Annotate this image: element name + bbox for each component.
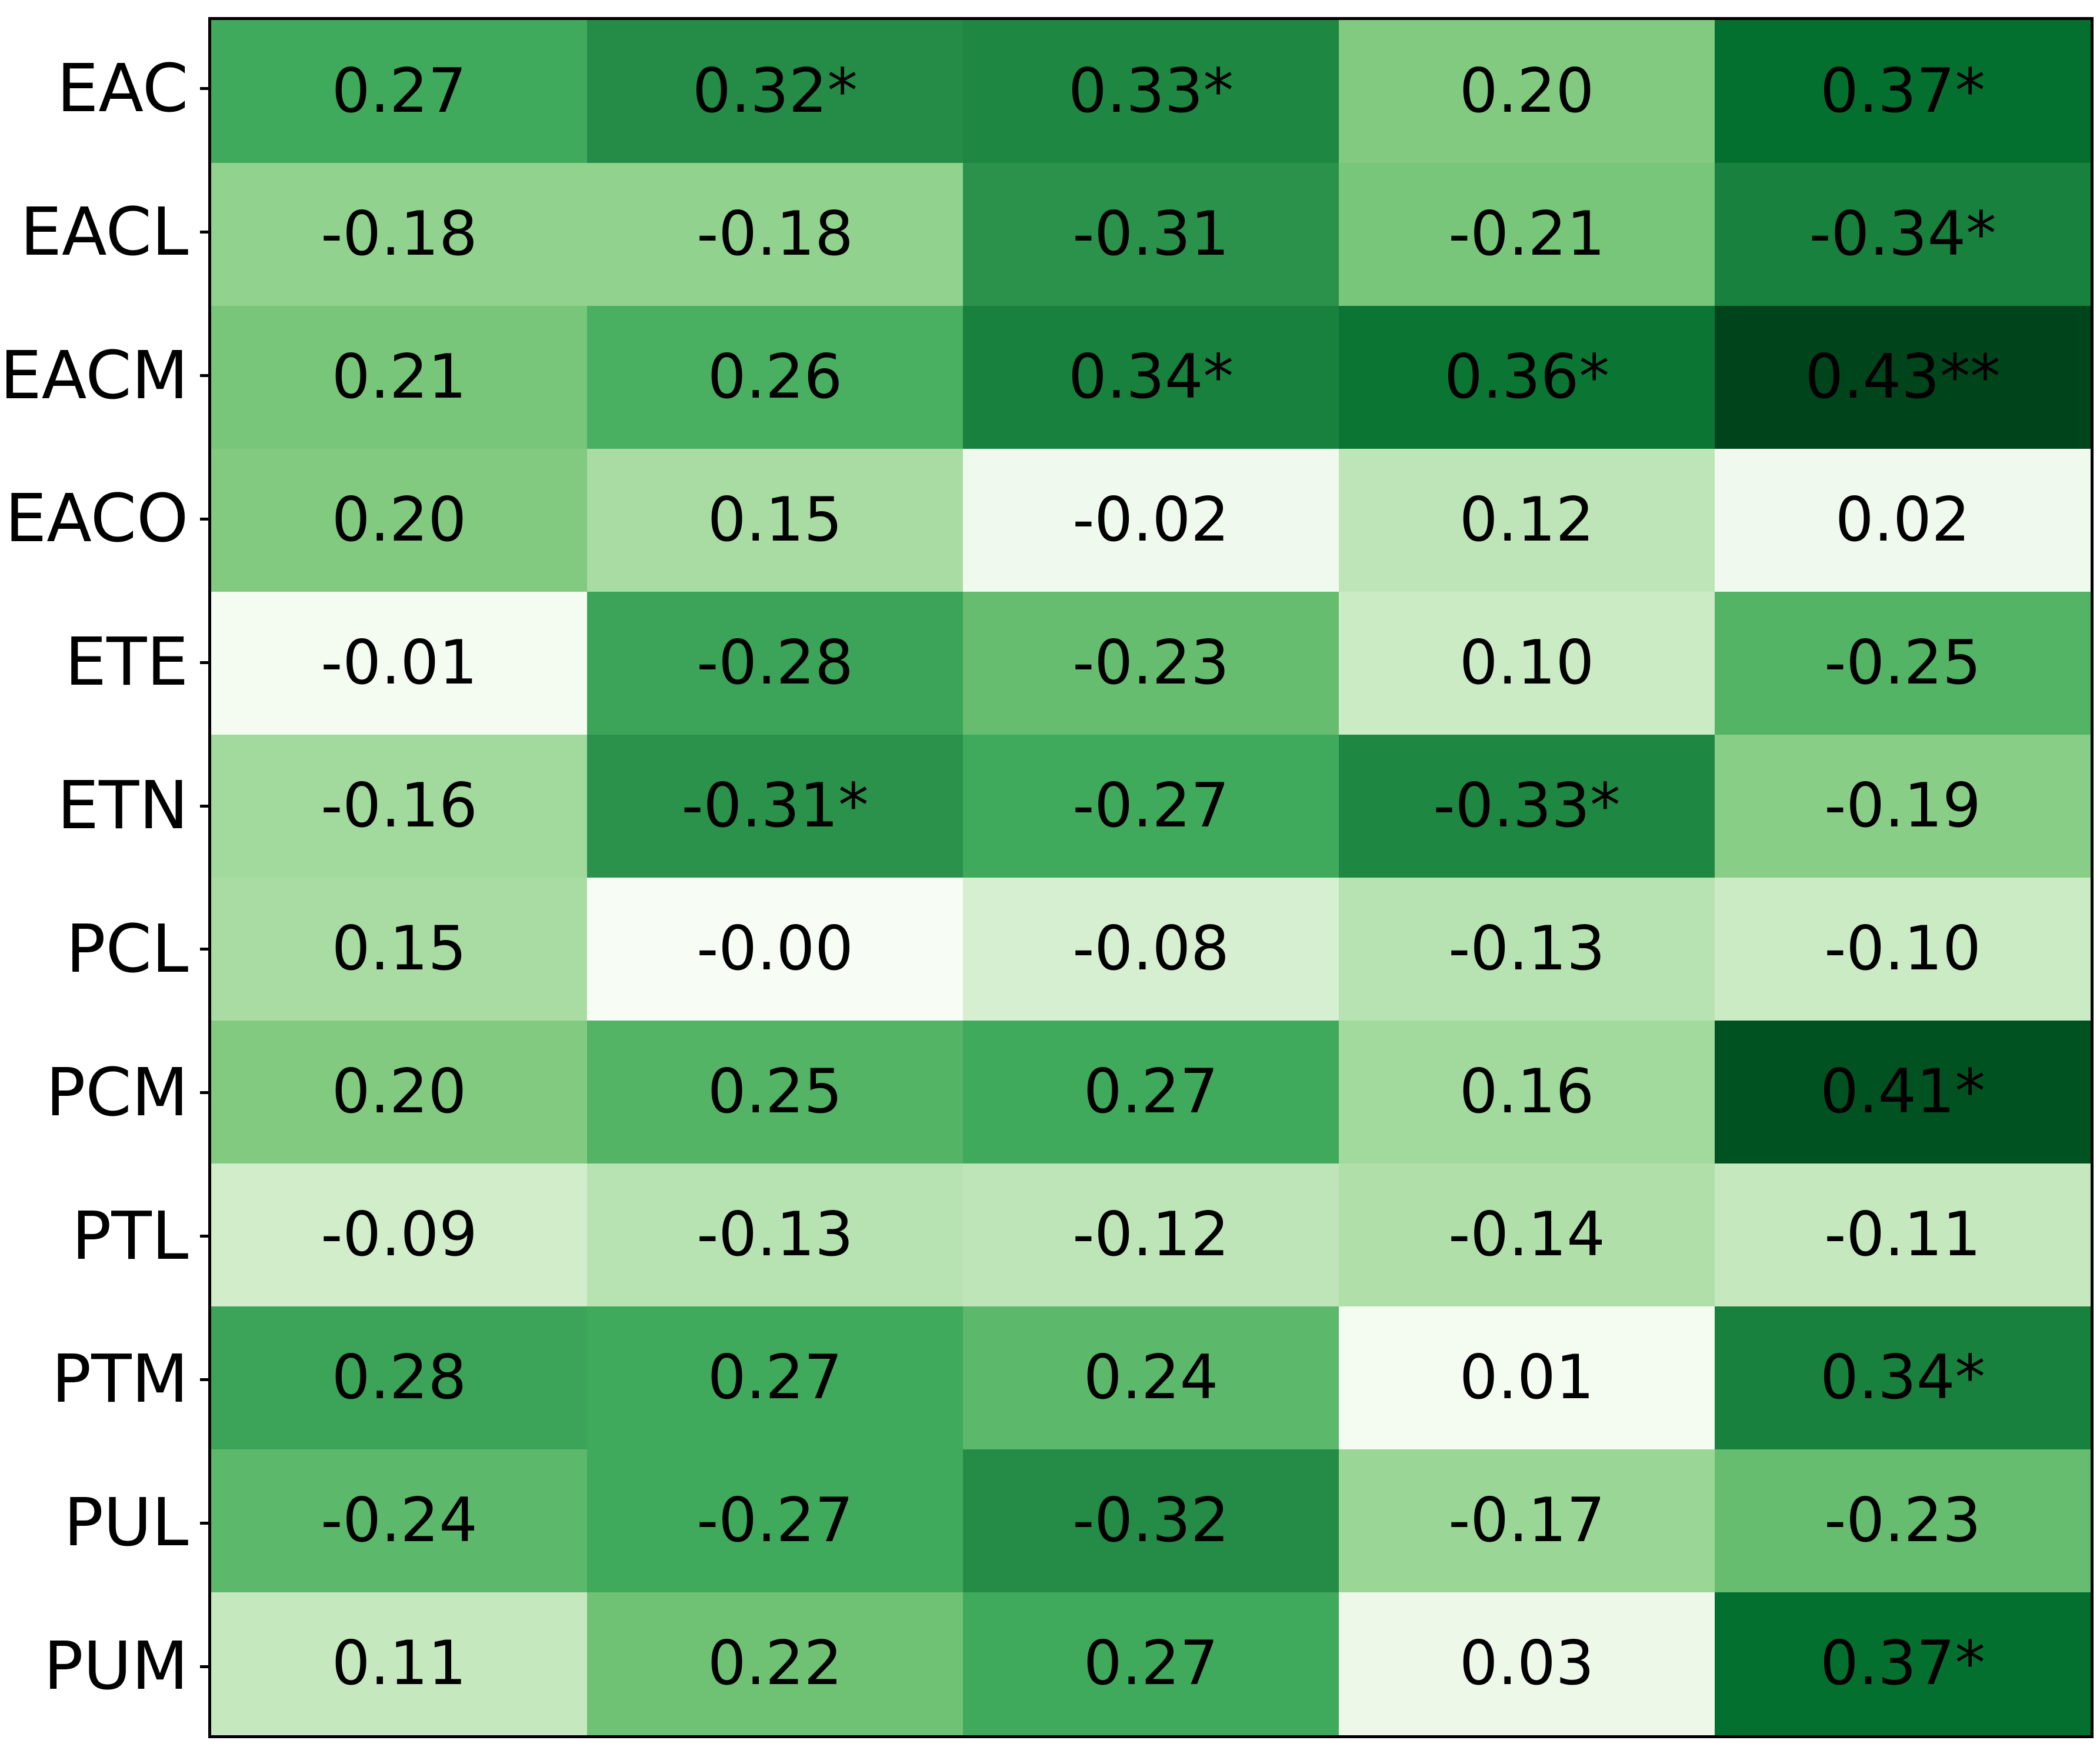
y-axis-tick xyxy=(200,87,209,91)
y-axis-tick xyxy=(200,1378,209,1381)
heatmap-cell-pcm-c3: 0.27 xyxy=(963,1021,1339,1163)
heatmap-cell-ptl-c3: -0.12 xyxy=(963,1163,1339,1306)
heatmap-cell-pcm-c1: 0.20 xyxy=(211,1021,587,1163)
row-label-etn: ETN xyxy=(57,768,189,845)
heatmap-cell-etn-c4: -0.33* xyxy=(1339,735,1715,878)
y-axis-row-ptm: PTM xyxy=(0,1308,209,1451)
heatmap-cell-eacl-c3: -0.31 xyxy=(963,163,1339,306)
heatmap-cell-etn-c5: -0.19 xyxy=(1715,735,2091,878)
heatmap-cell-pcl-c5: -0.10 xyxy=(1715,878,2091,1021)
heatmap-cell-eacm-c5: 0.43** xyxy=(1715,306,2091,449)
heatmap-cell-pcm-c5: 0.41* xyxy=(1715,1021,2091,1163)
heatmap-cell-ptm-c2: 0.27 xyxy=(587,1306,963,1449)
y-axis-tick xyxy=(200,1521,209,1525)
y-axis-row-eaco: EACO xyxy=(0,447,209,591)
heatmap-cell-eacl-c4: -0.21 xyxy=(1339,163,1715,306)
heatmap-cell-ptm-c1: 0.28 xyxy=(211,1306,587,1449)
heatmap-cell-eaco-c5: 0.02 xyxy=(1715,449,2091,592)
heatmap-cell-pul-c4: -0.17 xyxy=(1339,1449,1715,1592)
row-label-eaco: EACO xyxy=(5,481,189,558)
heatmap-cell-eaco-c2: 0.15 xyxy=(587,449,963,592)
row-label-eacl: EACL xyxy=(20,194,189,271)
heatmap-cell-eacm-c2: 0.26 xyxy=(587,306,963,449)
y-axis-tick xyxy=(200,661,209,664)
heatmap-cell-eaco-c1: 0.20 xyxy=(211,449,587,592)
y-axis-row-pul: PUL xyxy=(0,1451,209,1595)
row-label-eac: EAC xyxy=(56,50,189,127)
y-axis-tick xyxy=(200,1091,209,1095)
heatmap-cell-ete-c2: -0.28 xyxy=(587,592,963,735)
y-axis-tick xyxy=(200,231,209,234)
heatmap-cell-eacm-c1: 0.21 xyxy=(211,306,587,449)
heatmap-cell-eacl-c2: -0.18 xyxy=(587,163,963,306)
y-axis-row-eac: EAC xyxy=(0,17,209,161)
heatmap-cell-eaco-c4: 0.12 xyxy=(1339,449,1715,592)
row-label-pcl: PCL xyxy=(66,911,189,988)
heatmap-cell-etn-c3: -0.27 xyxy=(963,735,1339,878)
heatmap-cell-pcm-c2: 0.25 xyxy=(587,1021,963,1163)
heatmap-cell-ptl-c1: -0.09 xyxy=(211,1163,587,1306)
row-label-ptl: PTL xyxy=(71,1198,189,1275)
heatmap-cell-eaco-c3: -0.02 xyxy=(963,449,1339,592)
y-axis-tick xyxy=(200,948,209,951)
heatmap-cell-ptm-c5: 0.34* xyxy=(1715,1306,2091,1449)
y-axis-row-pcm: PCM xyxy=(0,1021,209,1165)
row-label-ete: ETE xyxy=(65,624,189,701)
row-label-pul: PUL xyxy=(64,1485,189,1562)
y-axis-tick xyxy=(200,374,209,378)
heatmap-cell-eacm-c4: 0.36* xyxy=(1339,306,1715,449)
row-label-eacm: EACM xyxy=(0,337,189,414)
heatmap-cell-ete-c4: 0.10 xyxy=(1339,592,1715,735)
heatmap-cell-ptl-c5: -0.11 xyxy=(1715,1163,2091,1306)
heatmap-cell-pul-c5: -0.23 xyxy=(1715,1449,2091,1592)
row-label-ptm: PTM xyxy=(51,1341,189,1418)
heatmap-cell-pcl-c1: 0.15 xyxy=(211,878,587,1021)
heatmap-cell-pum-c4: 0.03 xyxy=(1339,1592,1715,1735)
heatmap-cell-ptm-c3: 0.24 xyxy=(963,1306,1339,1449)
y-axis-row-eacl: EACL xyxy=(0,161,209,304)
y-axis-row-ptl: PTL xyxy=(0,1165,209,1308)
heatmap-cell-ete-c1: -0.01 xyxy=(211,592,587,735)
heatmap-cell-ptm-c4: 0.01 xyxy=(1339,1306,1715,1449)
heatmap-cell-pcl-c4: -0.13 xyxy=(1339,878,1715,1021)
heatmap-cell-pum-c5: 0.37* xyxy=(1715,1592,2091,1735)
heatmap-cell-eacl-c1: -0.18 xyxy=(211,163,587,306)
heatmap-cell-eac-c5: 0.37* xyxy=(1715,20,2091,163)
y-axis-row-etn: ETN xyxy=(0,734,209,878)
heatmap-cell-pum-c2: 0.22 xyxy=(587,1592,963,1735)
heatmap-cell-etn-c1: -0.16 xyxy=(211,735,587,878)
y-axis-labels: EAC EACL EACM EACO ETE ETN PCL PCM PTL PTM PUL PUM xyxy=(0,17,209,1738)
heatmap-cell-eac-c4: 0.20 xyxy=(1339,20,1715,163)
y-axis-row-eacm: EACM xyxy=(0,304,209,448)
heatmap-cell-eac-c2: 0.32* xyxy=(587,20,963,163)
heatmap-cell-pcl-c3: -0.08 xyxy=(963,878,1339,1021)
heatmap-cell-etn-c2: -0.31* xyxy=(587,735,963,878)
heatmap-cell-pcl-c2: -0.00 xyxy=(587,878,963,1021)
y-axis-tick xyxy=(200,517,209,521)
heatmap-cell-pul-c2: -0.27 xyxy=(587,1449,963,1592)
y-axis-row-pcl: PCL xyxy=(0,878,209,1021)
heatmap-grid: 0.27 0.32* 0.33* 0.20 0.37* -0.18 -0.18 -0.31 -0… xyxy=(208,17,2094,1738)
heatmap-cell-pum-c1: 0.11 xyxy=(211,1592,587,1735)
row-label-pcm: PCM xyxy=(45,1054,189,1131)
heatmap-cell-pul-c1: -0.24 xyxy=(211,1449,587,1592)
y-axis-tick xyxy=(200,804,209,808)
y-axis-row-ete: ETE xyxy=(0,591,209,734)
heatmap-cell-pcm-c4: 0.16 xyxy=(1339,1021,1715,1163)
y-axis-tick xyxy=(200,1235,209,1238)
heatmap-cell-eac-c1: 0.27 xyxy=(211,20,587,163)
y-axis-tick xyxy=(200,1665,209,1668)
heatmap-cell-pul-c3: -0.32 xyxy=(963,1449,1339,1592)
heatmap-cell-eacm-c3: 0.34* xyxy=(963,306,1339,449)
heatmap-cell-ptl-c4: -0.14 xyxy=(1339,1163,1715,1306)
heatmap-cell-ete-c5: -0.25 xyxy=(1715,592,2091,735)
heatmap-cell-eac-c3: 0.33* xyxy=(963,20,1339,163)
y-axis-row-pum: PUM xyxy=(0,1595,209,1738)
heatmap-cell-eacl-c5: -0.34* xyxy=(1715,163,2091,306)
row-label-pum: PUM xyxy=(44,1628,189,1705)
heatmap-cell-ete-c3: -0.23 xyxy=(963,592,1339,735)
heatmap-cell-pum-c3: 0.27 xyxy=(963,1592,1339,1735)
heatmap-cell-ptl-c2: -0.13 xyxy=(587,1163,963,1306)
